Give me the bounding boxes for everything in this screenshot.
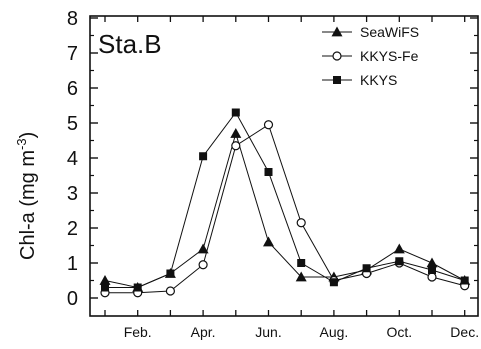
legend-marker (333, 76, 341, 84)
legend-marker (331, 26, 343, 37)
x-tick-label: Feb. (124, 324, 152, 340)
y-tick-label: 2 (67, 218, 78, 240)
data-point-kkys (231, 108, 240, 117)
data-point-seawifs (197, 243, 209, 254)
series-seawifs (99, 128, 471, 292)
plot-frame (89, 15, 479, 317)
data-point-kkys-fe (296, 218, 306, 228)
data-point-seawifs (230, 128, 242, 138)
legend-item-kkys: KKYS (322, 72, 397, 88)
legend-label: KKYS-Fe (360, 48, 419, 64)
data-point-kkys (428, 266, 436, 274)
x-tick-label: Dec. (450, 324, 479, 340)
data-point-kkys (395, 257, 404, 266)
x-axis-ticks: Feb. Apr. Jun. Aug. Oct. Dec. (104, 16, 479, 340)
y-tick-label: 8 (67, 8, 78, 30)
data-point-seawifs (393, 243, 405, 254)
data-point-kkys (101, 283, 109, 292)
legend-label: KKYS (360, 72, 397, 88)
data-point-kkys-fe (198, 260, 208, 270)
data-point-kkys (460, 276, 469, 285)
data-point-seawifs (99, 275, 111, 285)
station-label: Sta.B (98, 29, 162, 59)
data-point-seawifs (426, 257, 438, 268)
legend-label: SeaWiFS (360, 24, 419, 40)
data-point-kkys (199, 152, 208, 161)
data-point-kkys (133, 283, 142, 292)
data-point-kkys (264, 168, 273, 176)
data-point-kkys (297, 259, 306, 267)
x-tick-label: Oct. (386, 324, 412, 340)
y-tick-label: 0 (67, 288, 78, 310)
y-tick-label: 4 (67, 148, 78, 170)
y-tick-label: 7 (67, 43, 78, 65)
y-axis-label: Chl-a (mg m-3) (14, 132, 39, 260)
y-tick-label: 3 (67, 183, 78, 205)
data-point-seawifs (295, 271, 307, 282)
y-axis-label-superscript: -3 (14, 138, 29, 150)
y-axis-ticks: 0 1 2 3 4 5 6 7 8 (67, 8, 478, 310)
y-axis-label-close: ) (17, 132, 39, 139)
y-tick-label: 6 (67, 78, 78, 100)
x-tick-label: Jun. (255, 324, 281, 340)
legend-marker (332, 51, 342, 61)
legend-item-kkys-fe: KKYS-Fe (322, 48, 419, 64)
y-tick-label: 5 (67, 113, 78, 135)
data-point-kkys-fe (165, 286, 175, 296)
y-tick-label: 1 (67, 253, 78, 275)
series-kkys (101, 108, 469, 292)
data-point-kkys-fe (231, 141, 241, 151)
x-tick-label: Apr. (191, 324, 216, 340)
series-layer (99, 108, 471, 298)
legend-item-seawifs: SeaWiFS (322, 24, 419, 40)
data-point-kkys (166, 269, 175, 278)
y-axis-label-main: Chl-a (mg m (17, 150, 39, 260)
data-point-kkys-fe (427, 272, 437, 282)
data-point-kkys (362, 264, 371, 273)
series-line-kkys-fe (105, 123, 465, 294)
legend: SeaWiFS KKYS-Fe KKYS (322, 24, 419, 88)
data-point-kkys-fe (263, 120, 274, 130)
data-point-kkys (329, 278, 338, 287)
x-tick-label: Aug. (319, 324, 348, 340)
data-point-seawifs (263, 236, 274, 247)
series-line-kkys (105, 111, 465, 288)
series-kkys-fe (100, 120, 470, 298)
